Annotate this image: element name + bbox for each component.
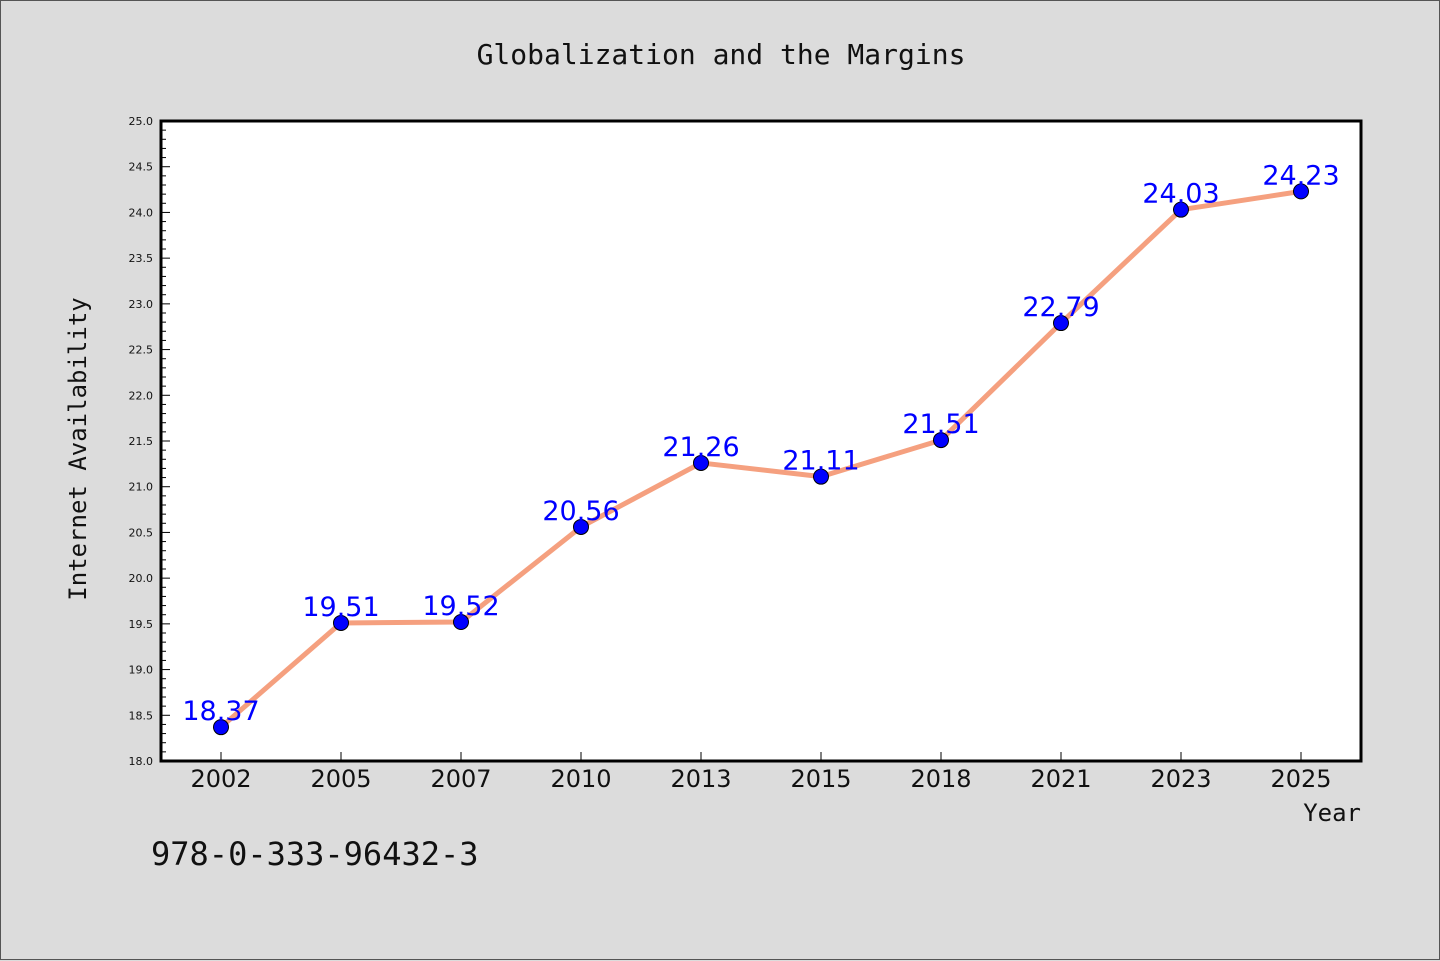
data-label: 18.37 bbox=[182, 696, 259, 727]
series-layer: 18.37 19.51 19.52 20.56 21.26 21.11 21.51 22.79… bbox=[182, 160, 1340, 736]
data-point bbox=[213, 719, 229, 736]
y-tick-label: 19.5 bbox=[129, 618, 154, 631]
data-point bbox=[1173, 201, 1189, 218]
y-tick-label: 22.0 bbox=[129, 389, 154, 402]
data-label: 21.11 bbox=[782, 446, 859, 477]
y-tick-label: 23.0 bbox=[129, 298, 154, 311]
x-axis-label: Year bbox=[1303, 799, 1361, 827]
y-tick-label: 21.5 bbox=[129, 435, 154, 448]
y-tick-label: 25.0 bbox=[129, 115, 154, 128]
data-label: 21.26 bbox=[662, 432, 739, 463]
x-tick-label: 2005 bbox=[310, 765, 371, 793]
x-tick-label: 2018 bbox=[910, 765, 971, 793]
y-axis-label: Internet Availability bbox=[64, 297, 92, 600]
x-tick-label: 2002 bbox=[190, 765, 251, 793]
data-point bbox=[1053, 315, 1069, 332]
x-tick-label: 2015 bbox=[790, 765, 851, 793]
y-tick-label: 22.5 bbox=[129, 344, 154, 357]
isbn-text: 978-0-333-96432-3 bbox=[151, 835, 479, 873]
data-label: 20.56 bbox=[542, 496, 619, 527]
y-tick-label: 19.0 bbox=[129, 664, 154, 677]
data-label: 21.51 bbox=[902, 409, 979, 440]
y-axis: 18.0 18.5 19.0 19.5 20.0 20.5 21.0 21.5 22.0 22.5… bbox=[129, 115, 170, 768]
x-axis: 2002 2005 2007 2010 2013 2015 2018 2021 2023 2025 bbox=[190, 752, 1332, 793]
data-label: 19.52 bbox=[422, 591, 499, 622]
series-line bbox=[219, 188, 1302, 730]
data-point bbox=[453, 614, 469, 631]
data-point bbox=[333, 614, 349, 631]
data-point bbox=[813, 468, 829, 485]
data-label: 24.03 bbox=[1142, 179, 1219, 210]
y-tick-label: 18.5 bbox=[129, 709, 154, 722]
data-label: 19.51 bbox=[302, 592, 379, 623]
y-tick-label: 24.0 bbox=[129, 206, 154, 219]
data-point bbox=[933, 432, 949, 449]
y-tick-label: 24.5 bbox=[129, 161, 154, 174]
y-tick-label: 23.5 bbox=[129, 252, 154, 265]
x-tick-label: 2013 bbox=[670, 765, 731, 793]
data-point bbox=[693, 454, 709, 471]
x-tick-label: 2010 bbox=[550, 765, 611, 793]
data-label: 22.79 bbox=[1022, 292, 1099, 323]
y-tick-label: 20.0 bbox=[129, 572, 154, 585]
chart-title: Globalization and the Margins bbox=[477, 38, 966, 71]
x-tick-label: 2021 bbox=[1030, 765, 1091, 793]
data-label: 24.23 bbox=[1262, 160, 1339, 191]
x-tick-label: 2007 bbox=[430, 765, 491, 793]
x-tick-label: 2023 bbox=[1150, 765, 1211, 793]
y-tick-label: 21.0 bbox=[129, 481, 154, 494]
y-tick-label: 20.5 bbox=[129, 526, 154, 539]
data-point bbox=[1293, 183, 1309, 200]
data-point bbox=[573, 518, 589, 535]
y-tick-label: 18.0 bbox=[129, 755, 154, 768]
x-tick-label: 2025 bbox=[1270, 765, 1331, 793]
